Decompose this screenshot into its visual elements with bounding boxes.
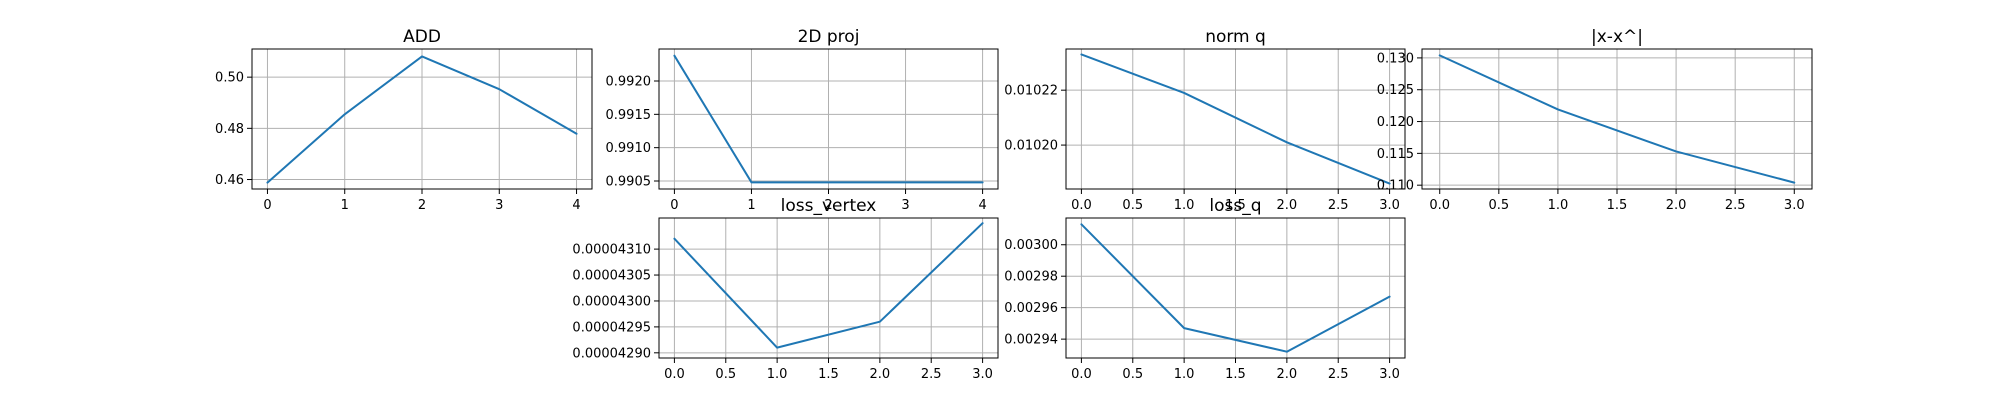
chart-title: ADD [403, 27, 441, 47]
y-tick-label: 0.115 [1377, 147, 1414, 162]
series-line [1438, 54, 1796, 184]
subplot-1: 0 1 2 3 4 0.46 0.48 0.50 ADD [215, 27, 593, 213]
x-tick-label: 0 [670, 198, 678, 213]
x-tick-label: 1.5 [1225, 367, 1246, 382]
chart-title: 2D proj [798, 27, 860, 47]
series-line [1080, 53, 1391, 185]
x-tick-label: 0.5 [1122, 198, 1143, 213]
y-tick-label: 0.50 [215, 71, 244, 86]
x-tick-label: 3.0 [972, 367, 993, 382]
x-tick-label: 2.0 [1277, 367, 1298, 382]
x-tick-label: 4 [572, 198, 580, 213]
x-tick-label: 1 [341, 198, 349, 213]
x-tick-label: 0.0 [1429, 198, 1450, 213]
x-tick-label: 1.5 [1607, 198, 1628, 213]
x-tick-label: 1.0 [1174, 198, 1195, 213]
subplot-6: 0.0 0.5 1.0 1.5 2.0 2.5 3.0 0.00294 0.00296 0.002… [1004, 196, 1406, 382]
x-tick-label: 2.0 [1277, 198, 1298, 213]
chart-title: |x-x^| [1591, 27, 1643, 47]
x-tick-label: 1.5 [818, 367, 839, 382]
x-tick-label: 4 [978, 198, 986, 213]
x-tick-label: 0.0 [1071, 198, 1092, 213]
y-tick-label: 0.00004295 [572, 320, 651, 335]
series-line [673, 222, 984, 349]
x-tick-label: 3.0 [1784, 198, 1805, 213]
subplots: 0 1 2 3 4 0.46 0.48 0.50 ADD 0 1 2 3 4 0.9905 0.9910 0.9… [215, 27, 1813, 382]
y-tick-label: 0.9910 [606, 141, 652, 156]
y-tick-label: 0.110 [1377, 179, 1414, 194]
chart-title: loss_vertex [781, 196, 877, 216]
x-tick-label: 0.0 [664, 367, 685, 382]
y-tick-label: 0.00004310 [572, 243, 651, 258]
x-tick-label: 2.0 [1666, 198, 1687, 213]
y-tick-label: 0.9915 [606, 108, 652, 123]
subplot-5: 0.0 0.5 1.0 1.5 2.0 2.5 3.0 0.00004290 0.0000429… [572, 196, 999, 382]
x-tick-label: 1.0 [1548, 198, 1569, 213]
chart-title: norm q [1205, 27, 1266, 47]
y-tick-label: 0.130 [1377, 51, 1414, 66]
x-tick-label: 2 [824, 198, 832, 213]
y-tick-label: 0.01022 [1004, 84, 1058, 99]
x-tick-label: 1.0 [1174, 367, 1195, 382]
y-tick-label: 0.9905 [606, 175, 652, 190]
y-tick-label: 0.125 [1377, 83, 1414, 98]
y-tick-label: 0.00004300 [572, 294, 651, 309]
y-tick-label: 0.48 [215, 122, 244, 137]
x-tick-label: 0.5 [715, 367, 736, 382]
x-tick-label: 2.0 [870, 367, 891, 382]
series-line [1080, 223, 1391, 353]
x-tick-label: 3.0 [1379, 198, 1400, 213]
subplot-2: 0 1 2 3 4 0.9905 0.9910 0.9915 0.9920 2D proj [606, 27, 999, 213]
subplot-4: 0.0 0.5 1.0 1.5 2.0 2.5 3.0 0.110 0.115 0.120 0.12… [1377, 27, 1813, 213]
y-tick-label: 0.00294 [1004, 333, 1058, 348]
y-tick-label: 0.46 [215, 173, 244, 188]
y-tick-label: 0.00296 [1004, 301, 1058, 316]
subplot-3: 0.0 0.5 1.0 1.5 2.0 2.5 3.0 0.01020 0.01022 norm … [1004, 27, 1406, 213]
y-tick-label: 0.00300 [1004, 238, 1058, 253]
y-tick-label: 0.9920 [606, 75, 652, 90]
x-tick-label: 2 [418, 198, 426, 213]
y-tick-label: 0.120 [1377, 115, 1414, 130]
y-tick-label: 0.00004290 [572, 346, 651, 361]
x-tick-label: 0.5 [1488, 198, 1509, 213]
x-tick-label: 2.5 [1328, 198, 1349, 213]
x-tick-label: 1 [747, 198, 755, 213]
y-tick-label: 0.00004305 [572, 269, 651, 284]
x-tick-label: 0.5 [1122, 367, 1143, 382]
x-tick-label: 2.5 [1328, 367, 1349, 382]
chart-title: loss_q [1209, 196, 1261, 216]
y-tick-label: 0.00298 [1004, 270, 1058, 285]
x-tick-label: 3 [495, 198, 503, 213]
x-tick-label: 1.0 [767, 367, 788, 382]
y-tick-label: 0.01020 [1004, 139, 1058, 154]
x-tick-label: 2.5 [921, 367, 942, 382]
x-tick-label: 3.0 [1379, 367, 1400, 382]
x-tick-label: 0.0 [1071, 367, 1092, 382]
x-tick-label: 2.5 [1725, 198, 1746, 213]
x-tick-label: 3 [901, 198, 909, 213]
x-tick-label: 1.5 [1225, 198, 1246, 213]
x-tick-label: 0 [263, 198, 271, 213]
